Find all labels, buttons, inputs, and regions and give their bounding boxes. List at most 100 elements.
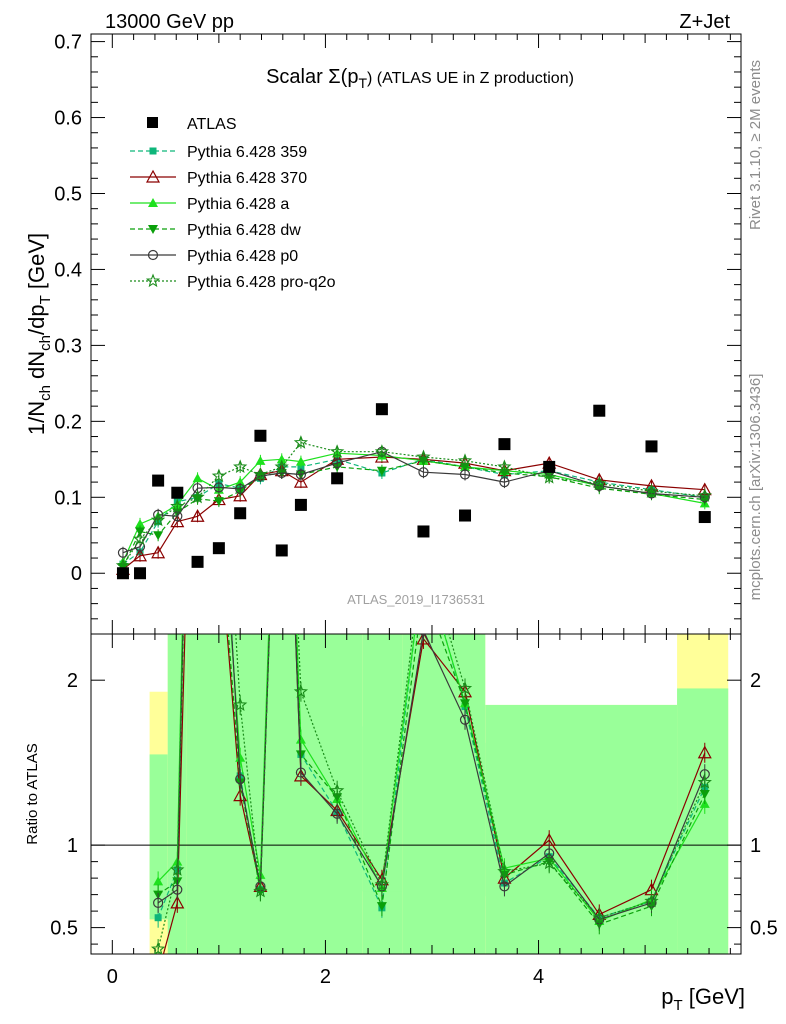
data-point <box>698 511 711 524</box>
point-pq2o <box>374 444 390 458</box>
y-tick-label: 0.1 <box>54 487 82 509</box>
ratio-point-dw <box>460 699 471 709</box>
point-p0 <box>235 483 246 495</box>
ratio-axis-label: Ratio to ATLAS <box>24 743 41 844</box>
point-pq2o <box>697 488 712 502</box>
data-point <box>152 474 165 487</box>
ratio-point-pq2o <box>213 361 224 372</box>
data-point <box>254 429 267 442</box>
y-tick-label: 0 <box>71 563 82 585</box>
ratio-point-p359 <box>215 413 222 420</box>
ratio-point-p0 <box>459 714 471 725</box>
point-pq2o <box>416 449 431 464</box>
ratio-y-tick-label: 0.5 <box>50 918 78 940</box>
main-series <box>115 403 712 580</box>
ratio-point-pq2o <box>150 941 166 954</box>
point-p370 <box>170 514 185 528</box>
ratio-point-dw <box>295 750 306 760</box>
point-a <box>295 456 306 466</box>
legend-label-p370: Pythia 6.428 370 <box>187 170 307 187</box>
data-point <box>593 404 606 417</box>
y-tick-label: 0.4 <box>54 259 82 281</box>
point-pq2o <box>274 459 289 474</box>
data-point <box>459 509 472 522</box>
ratio-point-pq2o <box>253 883 268 898</box>
point-pq2o <box>190 489 205 504</box>
ratio-point-a <box>418 560 428 569</box>
ratio-series <box>150 361 712 979</box>
point-pq2o <box>644 483 659 498</box>
header-process: Z+Jet <box>679 11 730 33</box>
point-p370 <box>151 545 166 559</box>
series-line-pq2o <box>122 441 705 566</box>
ratio-point-pq2o <box>374 877 390 891</box>
ratio-uncertainty-bands <box>149 634 729 954</box>
x-tick-label: 2 <box>320 966 331 988</box>
legend-label-dw: Pythia 6.428 dw <box>187 222 301 239</box>
ratio-point-pq2o <box>329 783 345 797</box>
point-pq2o <box>211 468 227 483</box>
legend-marker-p359 <box>149 147 157 155</box>
ratio-inner-band <box>362 726 403 892</box>
point-a <box>235 477 246 487</box>
ratio-y-tick-label: 2 <box>67 670 78 692</box>
analysis-label: ATLAS_2019_I1736531 <box>347 592 485 607</box>
point-a <box>276 454 287 464</box>
ratio-y-tick-label: 0.5 <box>750 918 778 940</box>
ratio-point-p0 <box>419 634 428 636</box>
ratio-point-dw <box>376 902 387 912</box>
ratio-point-p359 <box>154 914 162 922</box>
ratio-point-p370 <box>170 895 185 909</box>
point-p0 <box>332 458 343 469</box>
data-point <box>375 403 388 416</box>
point-p370 <box>233 488 248 502</box>
data-point <box>543 460 556 473</box>
point-p0 <box>418 467 429 478</box>
point-p370 <box>133 548 148 562</box>
ratio-point-a <box>295 734 306 744</box>
ratio-point-pq2o <box>592 910 607 924</box>
legend-label-pq2o: Pythia 6.428 pro-q2o <box>187 274 336 291</box>
ratio-point-pq2o <box>293 684 309 698</box>
ratio-point-pq2o <box>497 864 512 878</box>
point-p0 <box>459 469 471 480</box>
point-pq2o <box>542 469 557 484</box>
point-p0 <box>213 482 224 493</box>
legend-label-p359: Pythia 6.428 359 <box>187 144 307 161</box>
ratio-point-p0 <box>153 897 164 908</box>
data-point <box>417 525 430 538</box>
ratio-point-p0 <box>214 412 223 421</box>
ratio-point-p370 <box>152 968 164 979</box>
y-tick-label: 0.2 <box>54 411 82 433</box>
legend-marker-atlas <box>147 117 158 128</box>
series-line-p0 <box>122 451 705 554</box>
data-point <box>134 567 147 580</box>
data-point <box>498 438 511 451</box>
point-dw <box>376 466 387 476</box>
data-point <box>191 555 204 568</box>
legend-label-a: Pythia 6.428 a <box>187 196 289 213</box>
point-p370 <box>293 474 308 488</box>
main-axes: 0 0.1 0.2 0.3 0.4 0.5 0.6 0.7 <box>54 32 741 635</box>
series-line-dw <box>122 460 705 568</box>
ratio-y-tick-label: 2 <box>750 670 761 692</box>
ratio-axes: 0 2 4 0.5 0.5 1 1 2 2 <box>50 634 778 988</box>
point-p370 <box>190 509 205 522</box>
x-axis-label: pT [GeV] <box>661 984 745 1014</box>
point-pq2o <box>497 459 512 474</box>
ratio-point-p0 <box>295 767 307 778</box>
data-point <box>116 567 129 580</box>
header-energy: 13000 GeV pp <box>105 11 234 33</box>
data-point <box>331 472 344 485</box>
ratio-inner-band <box>149 754 168 920</box>
plot-title: Scalar Σ(pT) (ATLAS UE in Z production) <box>266 66 574 91</box>
ratio-point-pq2o <box>697 775 712 789</box>
mcplots-reference-label: mcplots.cern.ch [arXiv:1306.3436] <box>747 374 764 601</box>
point-pq2o <box>592 476 607 490</box>
y-tick-label: 0.6 <box>54 108 82 130</box>
ratio-inner-band <box>402 634 486 954</box>
legend-marker-dw <box>148 225 158 234</box>
point-a <box>192 473 203 483</box>
point-a <box>135 518 146 528</box>
